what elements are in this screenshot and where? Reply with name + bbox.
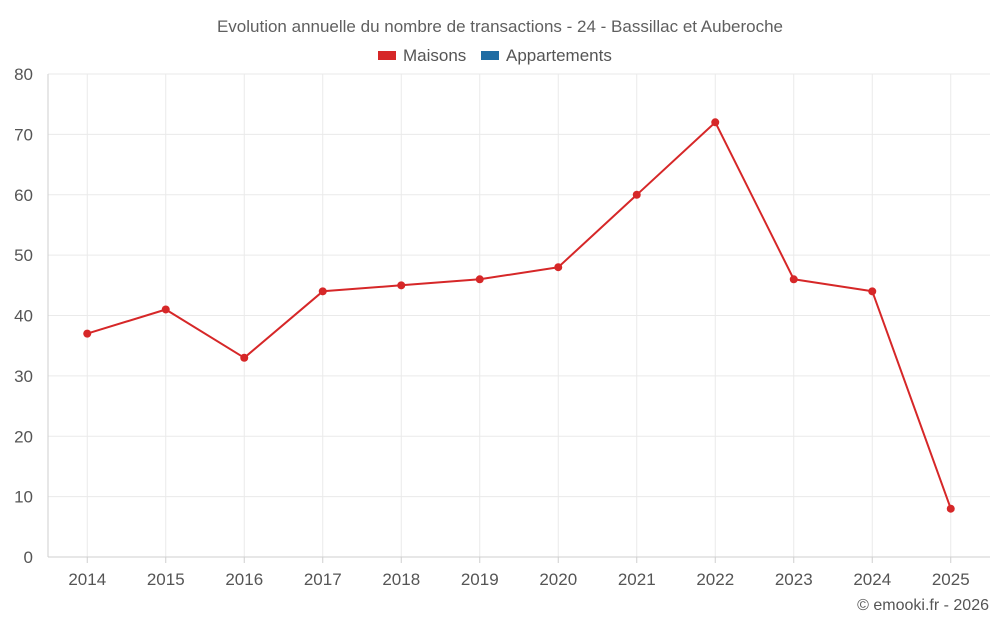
x-tick-label: 2017: [304, 570, 342, 589]
x-tick-label: 2019: [461, 570, 499, 589]
y-tick-label: 40: [14, 307, 33, 326]
data-point-2022[interactable]: [711, 118, 720, 127]
y-tick-label: 10: [14, 488, 33, 507]
data-point-2016[interactable]: [240, 353, 249, 362]
data-point-2019[interactable]: [475, 275, 484, 284]
chart-title: Evolution annuelle du nombre de transact…: [217, 17, 783, 36]
x-tick-label: 2018: [382, 570, 420, 589]
legend-label-maisons[interactable]: Maisons: [403, 46, 466, 65]
x-tick-label: 2022: [696, 570, 734, 589]
x-tick-label: 2020: [539, 570, 577, 589]
data-point-2015[interactable]: [161, 305, 170, 314]
data-point-2020[interactable]: [554, 263, 563, 272]
x-tick-label: 2015: [147, 570, 185, 589]
legend-label-appartements[interactable]: Appartements: [506, 46, 612, 65]
legend: Maisons Appartements: [378, 46, 612, 65]
x-tick-label: 2023: [775, 570, 813, 589]
x-tick-label: 2021: [618, 570, 656, 589]
x-tick-label: 2014: [68, 570, 106, 589]
axes: [47, 74, 990, 563]
y-tick-label: 80: [14, 65, 33, 84]
y-tick-label: 60: [14, 186, 33, 205]
grid: [48, 73, 990, 557]
credit-text: © emooki.fr - 2026: [857, 597, 989, 614]
y-tick-label: 20: [14, 427, 33, 446]
x-axis-ticks: 2014 2015 2016 2017 2018 2019 2020 2021 2022 2023…: [68, 570, 969, 589]
x-tick-label: 2025: [932, 570, 970, 589]
data-point-2023[interactable]: [789, 275, 798, 284]
legend-swatch-appartements[interactable]: [481, 51, 499, 60]
data-point-2018[interactable]: [397, 281, 406, 290]
y-tick-label: 70: [14, 125, 33, 144]
data-point-2017[interactable]: [318, 287, 327, 296]
x-tick-label: 2016: [225, 570, 263, 589]
y-tick-label: 0: [24, 548, 33, 567]
y-tick-label: 50: [14, 246, 33, 265]
x-tick-label: 2024: [853, 570, 891, 589]
data-point-2024[interactable]: [868, 287, 877, 296]
legend-swatch-maisons[interactable]: [378, 51, 396, 60]
data-point-2025[interactable]: [946, 504, 955, 513]
data-point-2021[interactable]: [632, 190, 641, 199]
series-line-maisons: [87, 121, 952, 510]
data-point-2014[interactable]: [83, 329, 92, 338]
series-maisons: [83, 118, 955, 513]
y-axis-ticks: 0 10 20 30 40 50 60 70 80: [14, 65, 33, 567]
y-tick-label: 30: [14, 367, 33, 386]
